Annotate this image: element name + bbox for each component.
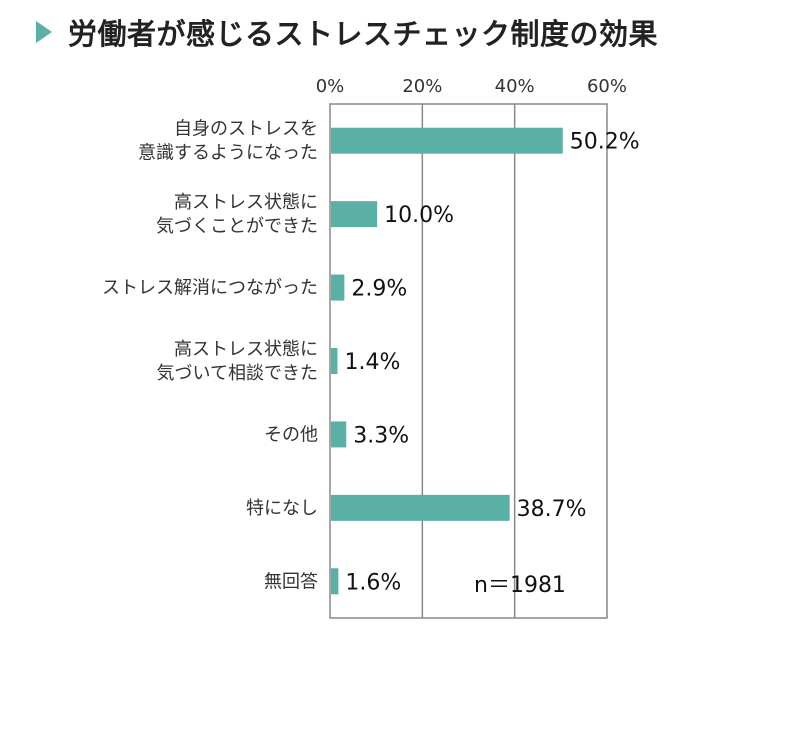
bar-value-label: 50.2% (570, 130, 640, 155)
category-label: 意識するようになった (138, 143, 318, 164)
chart-header: 労働者が感じるストレスチェック制度の効果 (36, 10, 658, 54)
bar-value-label: 2.9% (351, 277, 407, 302)
plot-frame (329, 103, 608, 619)
category-label: 高ストレス状態に (174, 339, 318, 360)
sample-size-note: n＝1981 (474, 573, 566, 598)
bar (331, 494, 510, 521)
bar (331, 127, 563, 154)
bar-value-label: 10.0% (384, 203, 454, 228)
bar-value-label: 1.6% (345, 570, 401, 595)
category-label: 自身のストレスを (174, 119, 318, 140)
x-tick-label: 60% (587, 76, 627, 97)
x-tick-label: 20% (402, 76, 442, 97)
bar-value-label: 1.4% (344, 350, 400, 375)
bar (331, 201, 378, 228)
category-label: その他 (264, 424, 318, 445)
bar (331, 274, 345, 301)
category-label: ストレス解消につながった (102, 278, 318, 299)
bar (331, 421, 347, 448)
bar-value-label: 3.3% (353, 423, 409, 448)
bar-value-label: 38.7% (517, 497, 587, 522)
triangle-marker-icon (36, 21, 52, 43)
category-label: 特になし (246, 498, 318, 519)
bar (331, 568, 339, 595)
category-label: 無回答 (264, 571, 318, 592)
category-label: 気づくことができた (156, 216, 318, 237)
bar (331, 348, 338, 374)
category-label: 高ストレス状態に (174, 192, 318, 213)
chart-title: 労働者が感じるストレスチェック制度の効果 (68, 17, 659, 51)
x-tick-label: 40% (495, 76, 535, 97)
x-tick-label: 0% (316, 76, 345, 97)
category-label: 気づいて相談できた (157, 363, 318, 384)
